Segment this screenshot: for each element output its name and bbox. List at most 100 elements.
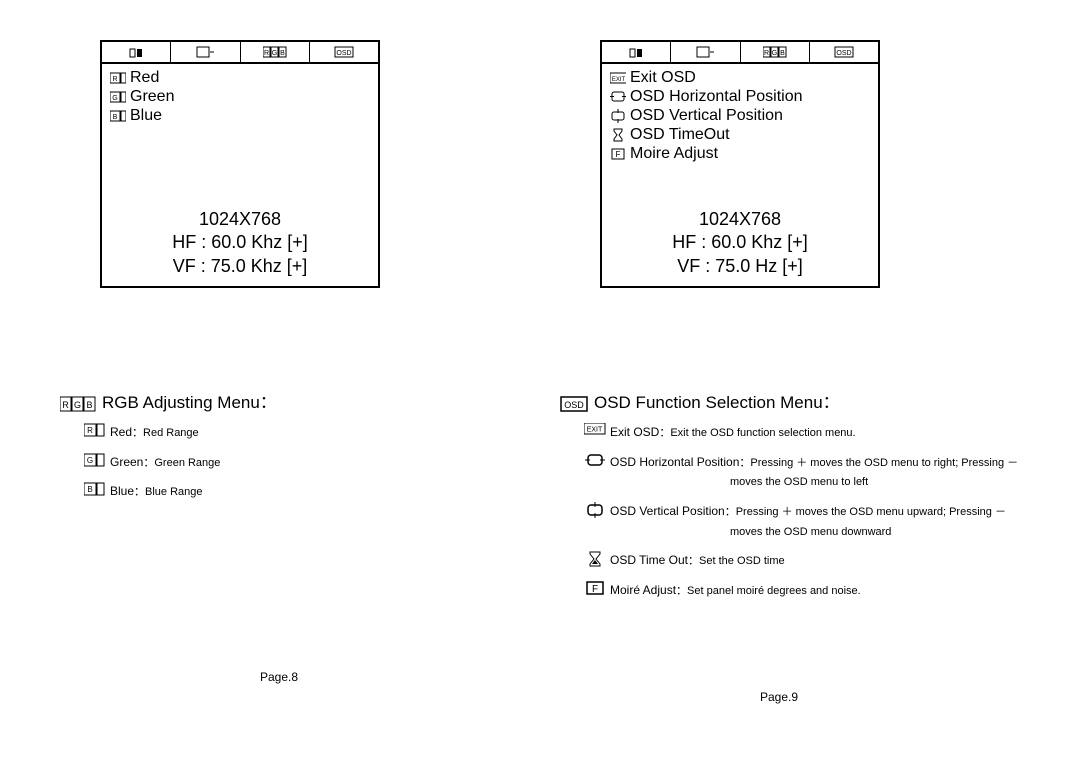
hpos-icon [610, 90, 626, 104]
osd-tab-rgb: RGB [241, 42, 310, 62]
desc-row-moire: F Moiré Adjust：Set panel moiré degrees a… [584, 581, 1020, 601]
osd-tab-osd: OSD [310, 42, 378, 62]
blue-adjust-icon: B [84, 482, 106, 498]
exit-icon: EXIT [584, 423, 606, 439]
osd-window-osd: RGB OSD EXIT Exit OSD OSD Horizontal Pos… [600, 40, 880, 288]
osd-tab-brightness [102, 42, 171, 62]
osd-icon: OSD [560, 395, 588, 413]
red-adjust-icon: R [110, 71, 126, 85]
svg-text:R: R [62, 400, 69, 410]
osd-item-label: Moire Adjust [630, 145, 718, 163]
section-title-rgb: RGB RGB Adjusting Menu： [60, 388, 520, 413]
exit-icon: EXIT [610, 71, 626, 85]
resolution-text: 1024X768 [602, 208, 878, 231]
svg-text:F: F [592, 584, 598, 595]
svg-text:B: B [280, 50, 285, 57]
rgb-icon: RGB [60, 395, 96, 413]
desc-label: Exit OSD [610, 425, 659, 439]
desc-label: OSD Time Out [610, 553, 688, 567]
vpos-icon [610, 109, 626, 123]
osd-item-label: Exit OSD [630, 69, 696, 87]
red-adjust-icon: R [84, 423, 106, 439]
page-8: RGB OSD R Red G Green B [60, 40, 520, 512]
desc-cont: moves the OSD menu to left [730, 474, 1018, 492]
desc-text: ：Red Range [132, 427, 199, 439]
moire-icon: F [584, 581, 606, 597]
desc-row-red: R Red：Red Range [84, 423, 520, 443]
blue-adjust-icon: B [110, 109, 126, 123]
osd-item-red: R Red [110, 69, 370, 87]
osd-item-label: Green [130, 88, 174, 106]
svg-text:R: R [112, 76, 117, 83]
osd-item-exit: EXIT Exit OSD [610, 69, 870, 87]
osd-item-label: OSD TimeOut [630, 126, 730, 144]
svg-text:B: B [113, 114, 118, 121]
svg-text:B: B [86, 400, 92, 410]
hf-text: HF : 60.0 Khz [+] [602, 231, 878, 254]
osd-item-moire: F Moire Adjust [610, 145, 870, 163]
desc-text: ：Set the OSD time [688, 555, 785, 567]
desc-row-timeout: OSD Time Out：Set the OSD time [584, 551, 1020, 571]
osd-item-timeout: OSD TimeOut [610, 126, 870, 144]
desc-label: Red [110, 425, 132, 439]
osd-tab-osd: OSD [810, 42, 878, 62]
desc-row-green: G Green：Green Range [84, 453, 520, 473]
desc-label: OSD Horizontal Position [610, 455, 739, 469]
svg-text:EXIT: EXIT [587, 427, 603, 434]
svg-text:G: G [87, 456, 93, 465]
desc-text: ：Pressing ＋ moves the OSD menu to right;… [739, 457, 1018, 469]
vpos-icon [584, 502, 606, 518]
svg-text:G: G [271, 50, 276, 57]
desc-row-blue: B Blue：Blue Range [84, 482, 520, 502]
desc-label: Green [110, 455, 143, 469]
osd-item-label: OSD Vertical Position [630, 107, 783, 125]
desc-row-vpos: OSD Vertical Position：Pressing ＋ moves t… [584, 502, 1020, 541]
osd-item-label: Red [130, 69, 159, 87]
svg-text:R: R [87, 426, 93, 435]
page-number-9: Page.9 [760, 690, 798, 704]
svg-text:OSD: OSD [836, 50, 851, 57]
section-title-text: RGB Adjusting Menu： [102, 388, 277, 413]
desc-label: Blue [110, 484, 134, 498]
desc-text: ：Set panel moiré degrees and noise. [676, 585, 861, 597]
osd-tab-rgb: RGB [741, 42, 810, 62]
osd-window-rgb: RGB OSD R Red G Green B [100, 40, 380, 288]
svg-text:G: G [74, 400, 81, 410]
desc-text: ：Blue Range [134, 486, 203, 498]
desc-list-rgb: R Red：Red Range G Green：Green Range B Bl… [84, 423, 520, 502]
hpos-icon [584, 453, 606, 469]
osd-item-hpos: OSD Horizontal Position [610, 88, 870, 106]
moire-icon: F [610, 147, 626, 161]
vf-text: VF : 75.0 Hz [+] [602, 255, 878, 278]
svg-text:G: G [771, 50, 776, 57]
timer-icon [584, 551, 606, 567]
svg-text:B: B [780, 50, 785, 57]
osd-tab-bar: RGB OSD [102, 42, 378, 64]
vf-text: VF : 75.0 Khz [+] [102, 255, 378, 278]
osd-item-green: G Green [110, 88, 370, 106]
desc-text: ：Green Range [143, 457, 220, 469]
svg-text:EXIT: EXIT [612, 77, 626, 83]
desc-list-osd: EXIT Exit OSD：Exit the OSD function sele… [584, 423, 1020, 600]
osd-tab-geometry [671, 42, 740, 62]
page-number-8: Page.8 [260, 670, 298, 684]
desc-label: OSD Vertical Position [610, 504, 725, 518]
osd-item-label: OSD Horizontal Position [630, 88, 803, 106]
osd-item-label: Blue [130, 107, 162, 125]
desc-text: ：Exit the OSD function selection menu. [659, 427, 855, 439]
section-title-text: OSD Function Selection Menu： [594, 388, 840, 413]
osd-tab-geometry [171, 42, 240, 62]
osd-body: R Red G Green B Blue [102, 64, 378, 204]
section-title-osd: OSD OSD Function Selection Menu： [560, 388, 1020, 413]
page-9: RGB OSD EXIT Exit OSD OSD Horizontal Pos… [560, 40, 1020, 610]
green-adjust-icon: G [84, 453, 106, 469]
osd-item-vpos: OSD Vertical Position [610, 107, 870, 125]
osd-status: 1024X768 HF : 60.0 Khz [+] VF : 75.0 Hz … [602, 204, 878, 286]
osd-tab-brightness [602, 42, 671, 62]
desc-row-hpos: OSD Horizontal Position：Pressing ＋ moves… [584, 453, 1020, 492]
desc-row-exit: EXIT Exit OSD：Exit the OSD function sele… [584, 423, 1020, 443]
green-adjust-icon: G [110, 90, 126, 104]
svg-text:G: G [112, 95, 117, 102]
resolution-text: 1024X768 [102, 208, 378, 231]
desc-label: Moiré Adjust [610, 583, 676, 597]
